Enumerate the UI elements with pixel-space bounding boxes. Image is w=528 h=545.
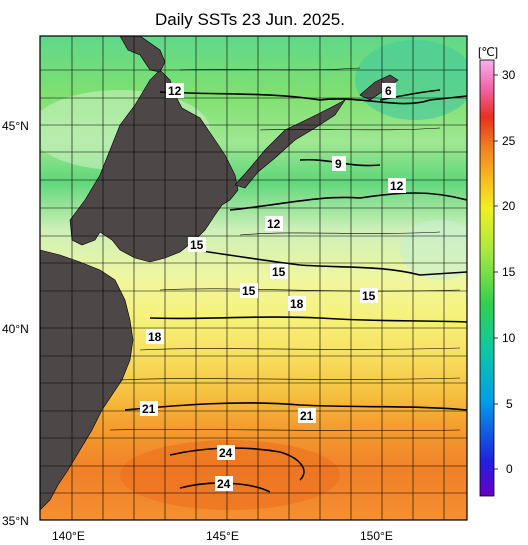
iso-label-6: 6: [385, 84, 392, 98]
land-northern-kurils: [359, 74, 399, 101]
warm-core-patch: [120, 440, 340, 510]
colorbar-unit: [℃]: [478, 45, 498, 59]
cool-east-patch: [400, 220, 467, 280]
colorbar-tick-5: 5: [506, 397, 513, 411]
colorbar-tick-25: 25: [502, 134, 516, 148]
isotherm-24-north: [169, 447, 305, 481]
map-frame: [39, 35, 468, 521]
colorbar-tick-20: 20: [502, 199, 516, 213]
lat-label-40n: 40°N: [2, 322, 29, 336]
iso-label-12-e: 12: [390, 179, 404, 193]
iso-label-18-c: 18: [290, 297, 304, 311]
colorbar-tick-30: 30: [502, 68, 516, 82]
land-kuril-islands: [234, 99, 346, 189]
isotherm-21: [124, 402, 467, 411]
colorbar-tick-10: 10: [502, 331, 516, 345]
isotherm-6: [379, 89, 441, 101]
iso-label-18-w: 18: [148, 330, 162, 344]
iso-label-21-w: 21: [142, 402, 156, 416]
iso-label-15-e: 15: [362, 289, 376, 303]
lon-label-140e: 140°E: [52, 529, 85, 543]
iso-label-24-s: 24: [217, 477, 231, 491]
lon-label-145e: 145°E: [206, 529, 239, 543]
land-sakhalin: [119, 36, 166, 73]
colorbar: [℃] 30 25 20 15 10 5 0: [478, 45, 516, 497]
colorbar-tick-15: 15: [502, 265, 516, 279]
colorbar-tick-0: 0: [506, 462, 513, 476]
lat-label-35n: 35°N: [2, 514, 29, 528]
iso-label-15-w: 15: [190, 238, 204, 252]
iso-label-21-c: 21: [300, 409, 314, 423]
iso-label-15-s: 15: [242, 284, 256, 298]
colorbar-scale: [479, 59, 495, 497]
graticule: [40, 36, 467, 520]
isotherm-15: [194, 249, 467, 276]
iso-label-24-n: 24: [219, 446, 233, 460]
map-area: [40, 36, 467, 520]
iso-label-15-c: 15: [272, 265, 286, 279]
lat-label-45n: 45°N: [2, 119, 29, 133]
iso-label-9: 9: [335, 157, 342, 171]
map-title: Daily SSTs 23 Jun. 2025.: [155, 10, 345, 29]
isotherm-labels: 12 6 9 12 12 15 15 15 15 18 18 21 21 24 …: [140, 83, 406, 491]
isotherm-12-middle: [229, 192, 467, 211]
iso-label-12-c: 12: [267, 217, 281, 231]
iso-label-12-nw: 12: [168, 84, 182, 98]
lon-label-150e: 150°E: [360, 529, 393, 543]
isotherm-lines: [109, 67, 467, 493]
cold-water-patch: [355, 40, 467, 120]
